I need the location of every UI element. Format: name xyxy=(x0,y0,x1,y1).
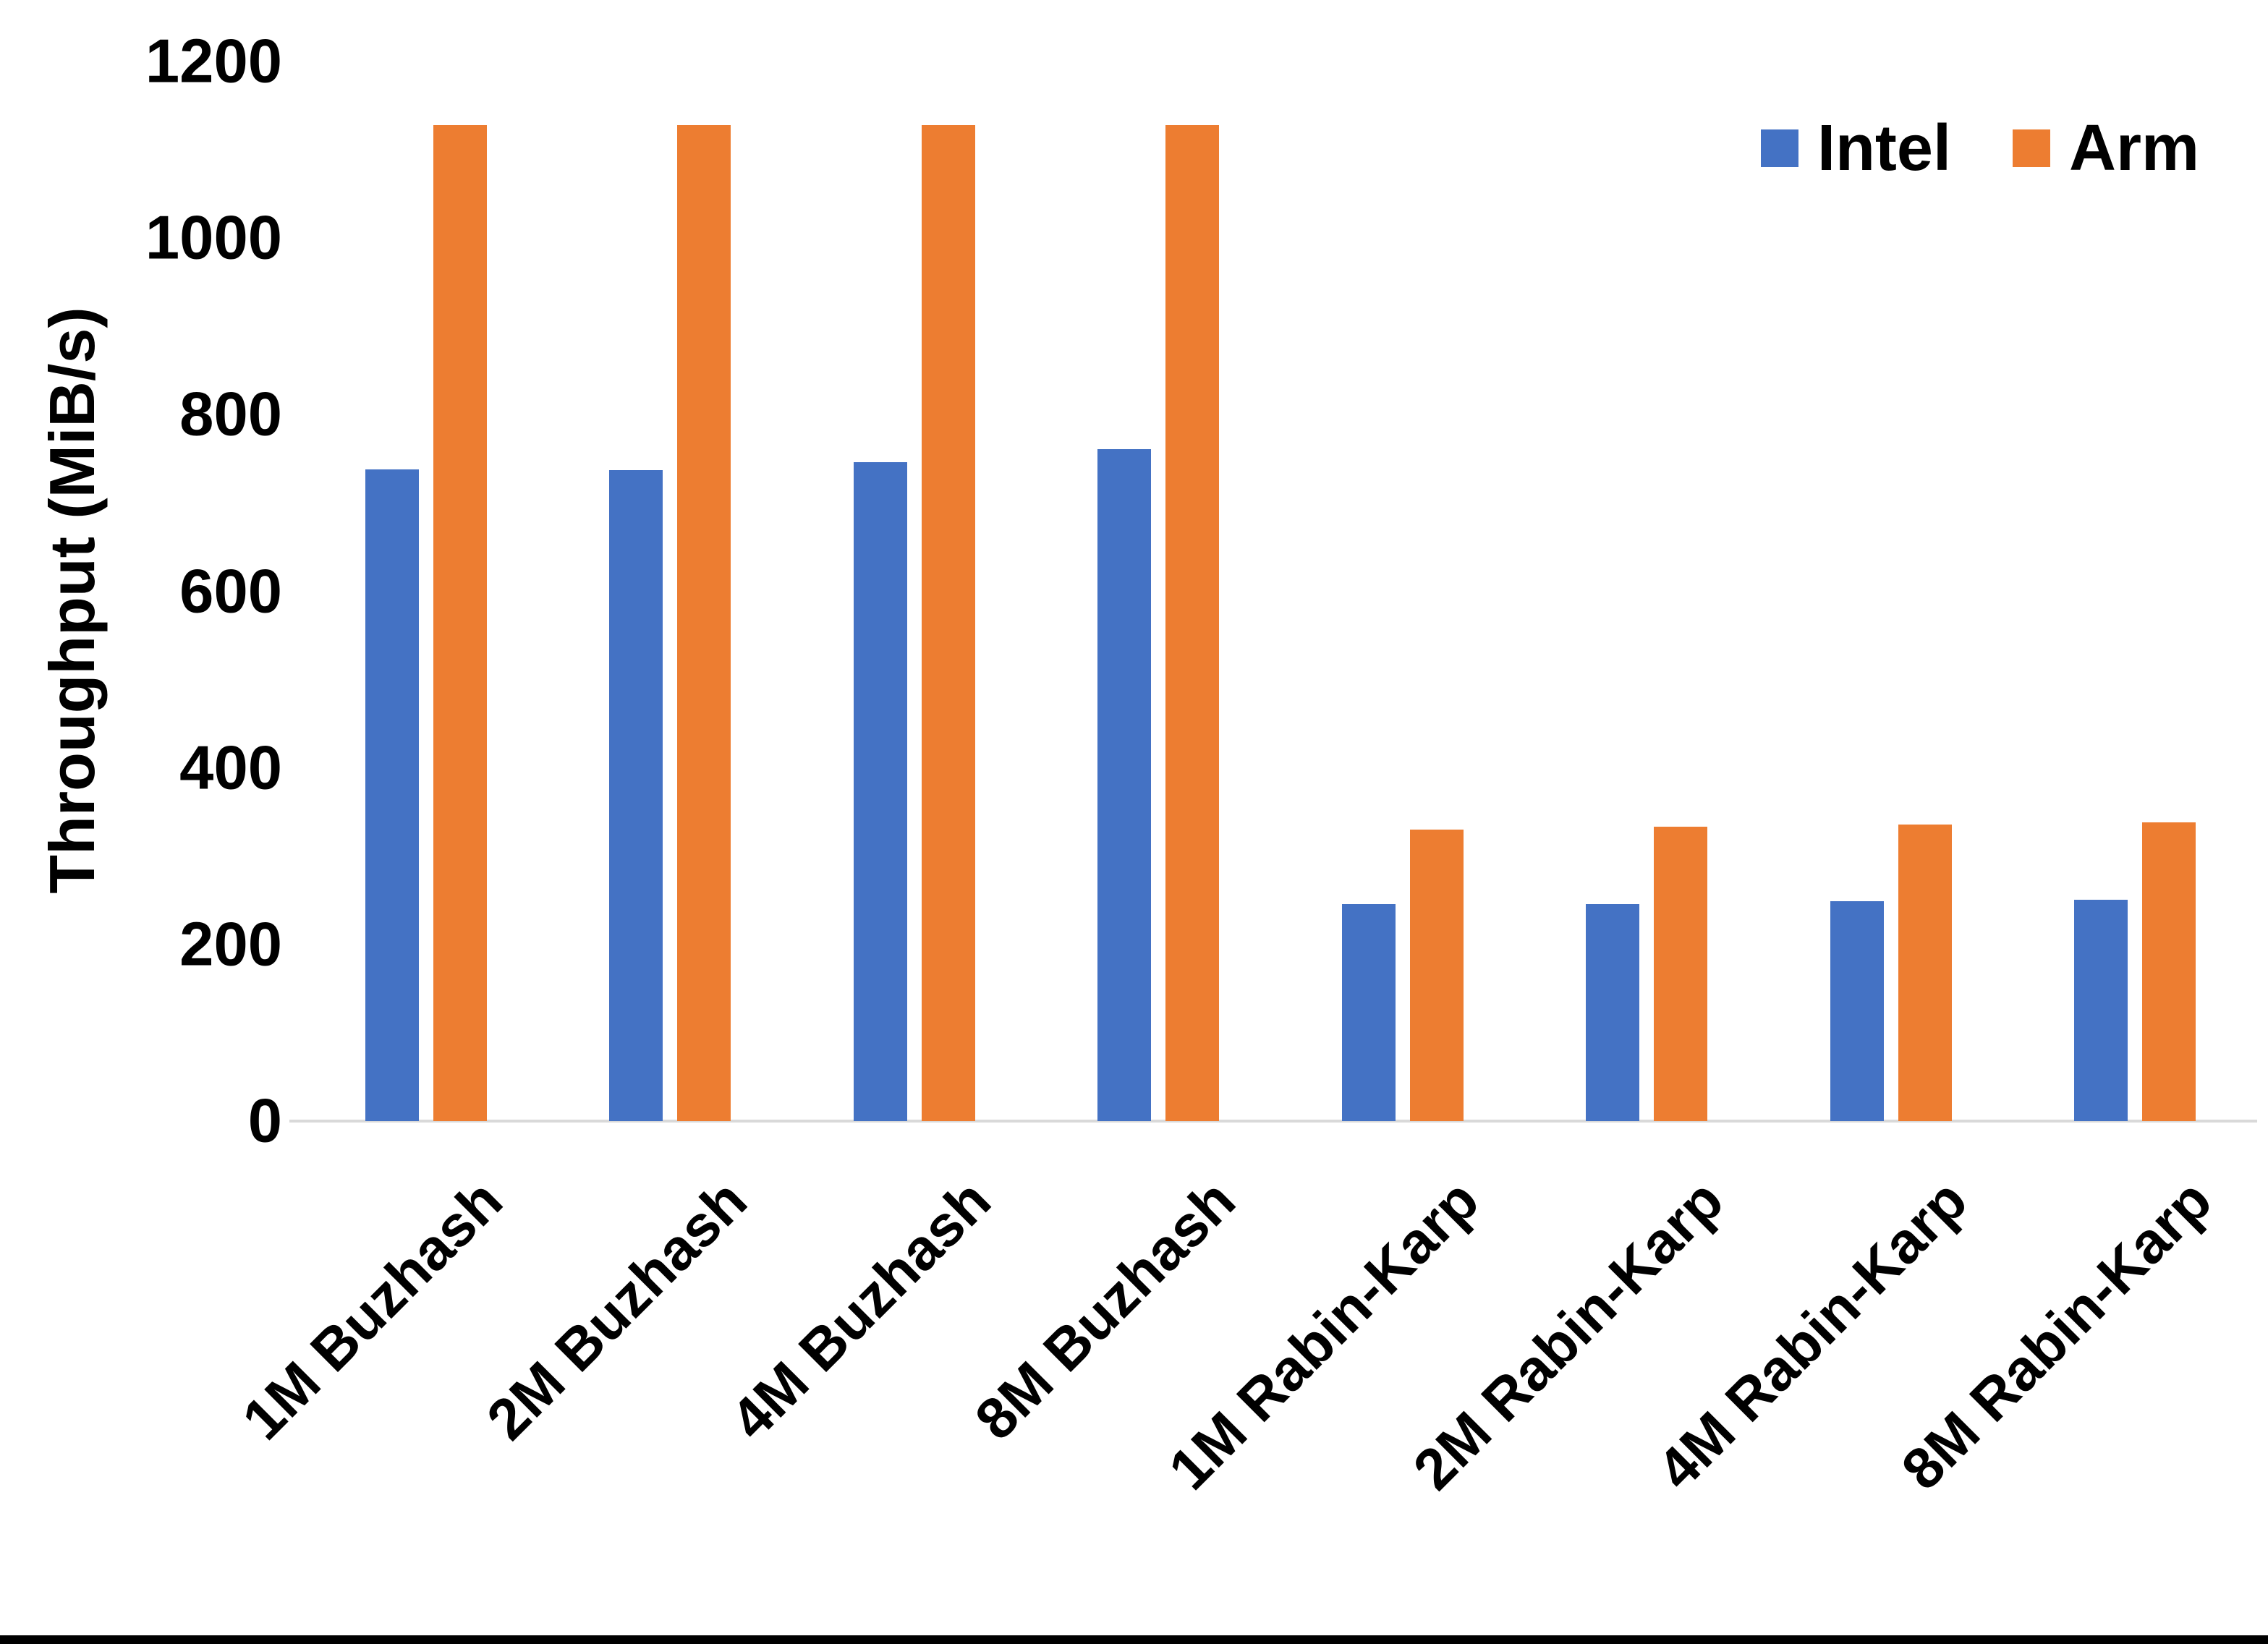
y-tick-label: 400 xyxy=(179,733,282,803)
x-axis-label-2m-buzhash: 2M Buzhash xyxy=(474,1167,759,1452)
bar-intel-2m-buzhash xyxy=(609,470,663,1121)
bar-group-8m-rabin-karp xyxy=(2013,61,2258,1121)
bar-arm-4m-buzhash xyxy=(921,124,975,1121)
legend-label-arm: Arm xyxy=(2068,112,2199,184)
bar-intel-4m-rabin-karp xyxy=(1830,901,1884,1121)
y-tick-label: 0 xyxy=(247,1086,282,1156)
legend-swatch-intel xyxy=(1760,129,1798,167)
y-tick-label: 600 xyxy=(179,557,282,626)
bar-arm-8m-rabin-karp xyxy=(2142,822,2196,1121)
bar-group-1m-buzhash xyxy=(304,61,548,1121)
bar-group-4m-rabin-karp xyxy=(1769,61,2013,1121)
bar-group-4m-buzhash xyxy=(792,61,1037,1121)
legend-item-arm: Arm xyxy=(2012,112,2199,184)
bar-arm-2m-rabin-karp xyxy=(1654,827,1708,1121)
legend-item-intel: Intel xyxy=(1760,112,1951,184)
bar-arm-1m-rabin-karp xyxy=(1409,830,1464,1121)
bar-intel-8m-rabin-karp xyxy=(2074,899,2128,1121)
bar-arm-2m-buzhash xyxy=(677,124,731,1121)
bar-group-2m-buzhash xyxy=(548,61,793,1121)
y-tick-label: 1000 xyxy=(145,203,282,273)
bar-arm-1m-buzhash xyxy=(433,124,487,1121)
bar-group-2m-rabin-karp xyxy=(1525,61,1770,1121)
bar-intel-8m-buzhash xyxy=(1097,448,1152,1121)
bar-intel-2m-rabin-karp xyxy=(1586,903,1640,1121)
bar-arm-4m-rabin-karp xyxy=(1898,824,1952,1121)
bar-group-8m-buzhash xyxy=(1037,61,1281,1121)
bar-group-1m-rabin-karp xyxy=(1280,61,1525,1121)
legend-swatch-arm xyxy=(2012,129,2050,167)
bar-intel-4m-buzhash xyxy=(853,462,907,1121)
x-axis-label-4m-buzhash: 4M Buzhash xyxy=(718,1167,1003,1452)
legend-label-intel: Intel xyxy=(1817,112,1951,184)
bar-intel-1m-rabin-karp xyxy=(1341,903,1396,1121)
bar-arm-8m-buzhash xyxy=(1165,124,1220,1121)
y-tick-label: 800 xyxy=(179,380,282,449)
plot-area xyxy=(304,61,2257,1121)
legend: Intel Arm xyxy=(1760,112,2199,184)
bar-intel-1m-buzhash xyxy=(365,469,419,1121)
x-axis-line xyxy=(289,1120,2257,1123)
slide-bottom-border xyxy=(0,1635,2268,1644)
y-tick-label: 200 xyxy=(179,910,282,979)
x-axis-label-1m-buzhash: 1M Buzhash xyxy=(230,1167,514,1452)
y-tick-label: 1200 xyxy=(145,27,282,96)
